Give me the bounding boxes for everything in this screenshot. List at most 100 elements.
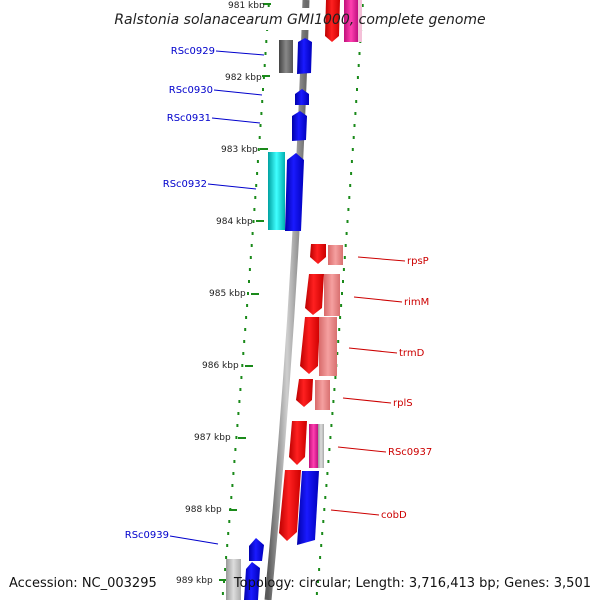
tick-dot: [325, 484, 328, 487]
gene-block[interactable]: [268, 152, 285, 230]
tick-dot: [256, 172, 259, 175]
tick-dot: [243, 340, 246, 343]
gene-arrow[interactable]: [289, 421, 307, 465]
tick-dot: [315, 592, 318, 595]
tick-dot: [333, 388, 336, 391]
tick-dot: [321, 532, 324, 535]
gene-arrow[interactable]: [325, 0, 340, 42]
tick-dot: [338, 328, 341, 331]
tick-dot: [246, 304, 249, 307]
tick-dot: [337, 340, 340, 343]
kbp-label: 982 kbp: [225, 73, 262, 83]
tick-dot: [247, 292, 249, 295]
kbp-label: 984 kbp: [216, 217, 253, 227]
gene-block[interactable]: [344, 0, 358, 42]
gene-block[interactable]: [324, 274, 340, 316]
tick-dot: [324, 496, 327, 499]
gene-arrow[interactable]: [300, 317, 320, 374]
tick-dot: [327, 460, 330, 463]
gene-block[interactable]: [319, 317, 337, 376]
gene-arrow[interactable]: [285, 153, 304, 231]
gene-block[interactable]: [328, 245, 343, 265]
tick-dot: [239, 388, 242, 391]
tick-dot: [352, 136, 355, 139]
gene-arrow[interactable]: [279, 470, 301, 541]
tick-dot: [267, 4, 270, 7]
tick-dot: [318, 568, 321, 571]
tick-dot: [328, 448, 331, 451]
tick-dot: [341, 292, 343, 295]
title-band: [110, 8, 490, 30]
gene-label[interactable]: RSc0937: [388, 447, 432, 458]
gene-arrow[interactable]: [249, 538, 264, 561]
gene-arrow[interactable]: [244, 562, 260, 600]
tick-dot: [339, 316, 342, 319]
tick-dot: [322, 520, 325, 523]
gene-label[interactable]: rpsP: [407, 256, 429, 267]
gene-arrow[interactable]: [305, 274, 324, 315]
tick-dot: [330, 424, 333, 427]
tick-dot: [248, 280, 250, 283]
tick-dot: [242, 352, 245, 355]
tick-dot: [349, 184, 352, 187]
gene-block[interactable]: [318, 424, 324, 468]
tick-dot: [357, 64, 360, 67]
gene-arrow[interactable]: [295, 89, 309, 105]
tick-dot: [356, 88, 358, 91]
leader-line: [169, 535, 219, 545]
tick-dot: [258, 136, 261, 139]
tick-dot: [223, 580, 225, 583]
kbp-label: 981 kbp: [228, 1, 265, 11]
tick-dot: [253, 208, 256, 211]
tick-dot: [241, 364, 244, 367]
tick-dot: [336, 352, 339, 355]
tick-dot: [259, 124, 262, 127]
tick-dot: [358, 52, 361, 55]
gene-block[interactable]: [315, 380, 330, 410]
gene-label[interactable]: trmD: [399, 348, 425, 359]
gene-arrow[interactable]: [297, 471, 319, 545]
gene-block[interactable]: [279, 40, 293, 73]
tick-dot: [347, 208, 350, 211]
gene-label[interactable]: RSc0929: [171, 46, 215, 57]
gene-label[interactable]: cobD: [381, 510, 407, 521]
tick-dot: [254, 196, 257, 199]
gene-arrow[interactable]: [296, 379, 313, 407]
gene-arrow[interactable]: [292, 111, 307, 141]
gene-block[interactable]: [309, 424, 318, 468]
tick-dot: [348, 196, 351, 199]
tick-dot: [237, 412, 240, 415]
tick-dot: [249, 256, 252, 259]
tick-dot: [350, 172, 353, 175]
gene-block[interactable]: [226, 559, 241, 600]
gene-arrow[interactable]: [297, 38, 312, 74]
gene-label[interactable]: RSc0931: [167, 113, 211, 124]
tick-dot: [344, 244, 347, 247]
tick-dot: [231, 484, 234, 487]
tick-dot: [340, 304, 343, 307]
leader-line: [337, 446, 387, 453]
gene-label[interactable]: RSc0939: [125, 530, 169, 541]
tick-dot: [260, 112, 263, 115]
genome-backbone: [264, 0, 310, 601]
tick-dot-rings: [221, 4, 364, 595]
tick-dot: [263, 64, 266, 67]
gene-label[interactable]: rimM: [404, 297, 429, 308]
tick-dot: [227, 532, 230, 535]
tick-dot: [317, 580, 319, 583]
gene-block[interactable]: [358, 0, 362, 42]
tick-dot: [244, 328, 247, 331]
gene-label[interactable]: RSc0930: [169, 85, 213, 96]
gene-label[interactable]: rplS: [393, 398, 413, 409]
tick-dot: [238, 400, 241, 403]
tick-dot: [329, 436, 332, 439]
gene-arrow[interactable]: [310, 244, 326, 264]
tick-dot: [320, 544, 323, 547]
tick-dot: [345, 232, 348, 235]
gene-label[interactable]: RSc0932: [163, 179, 207, 190]
kbp-label: 988 kbp: [185, 505, 222, 515]
tick-dot: [342, 280, 344, 283]
leader-line: [330, 509, 380, 516]
